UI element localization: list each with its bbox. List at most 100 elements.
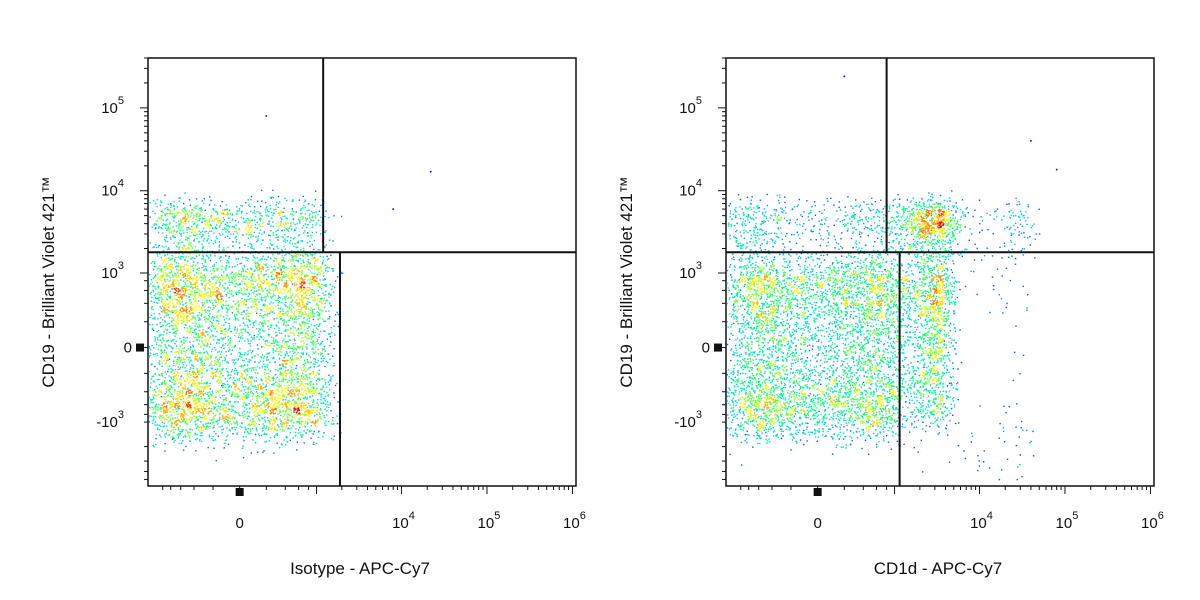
- event-dot: [290, 268, 292, 270]
- event-dot: [164, 293, 167, 295]
- event-dot: [242, 278, 244, 280]
- event-dot: [206, 381, 209, 384]
- event-dot: [279, 307, 282, 309]
- event-dot: [306, 263, 308, 266]
- event-dot: [163, 266, 166, 268]
- event-dot: [221, 414, 224, 416]
- event-dot: [293, 352, 295, 355]
- event-dot: [310, 425, 312, 427]
- event-dot: [247, 340, 250, 342]
- event-dot: [245, 369, 248, 371]
- event-dot: [160, 350, 162, 352]
- event-dot: [148, 371, 150, 373]
- event-dot: [304, 362, 306, 365]
- event-dot: [328, 333, 330, 335]
- event-dot: [300, 265, 302, 267]
- event-dot: [182, 294, 184, 296]
- event-dot: [184, 290, 187, 293]
- event-dot: [187, 400, 189, 402]
- event-dot: [248, 402, 250, 405]
- event-dot: [286, 401, 289, 403]
- event-dot: [194, 372, 196, 374]
- event-dot: [202, 394, 204, 396]
- event-dot: [159, 339, 161, 341]
- event-dot: [183, 275, 186, 278]
- event-dot: [250, 269, 252, 271]
- event-dot: [322, 401, 325, 404]
- event-dot: [241, 396, 243, 399]
- event-dot: [288, 379, 290, 382]
- event-dot: [313, 400, 315, 402]
- event-dot: [175, 347, 177, 349]
- event-dot: [314, 325, 316, 327]
- event-dot: [239, 352, 242, 354]
- event-dot: [301, 307, 303, 309]
- event-dot: [293, 415, 296, 417]
- event-dot: [209, 295, 212, 298]
- event-dot: [323, 398, 325, 400]
- event-dot: [240, 373, 243, 375]
- event-dot: [172, 304, 174, 306]
- event-dot: [254, 372, 257, 374]
- event-dot: [218, 339, 220, 341]
- event-dot: [284, 292, 287, 295]
- event-dot: [187, 270, 189, 272]
- event-dot: [268, 440, 271, 442]
- event-dot: [213, 339, 215, 341]
- event-dot: [167, 267, 169, 269]
- event-dot: [163, 278, 166, 281]
- event-dot: [291, 273, 293, 275]
- event-dot: [290, 420, 293, 422]
- event-dot: [149, 390, 151, 392]
- event-dot: [207, 411, 210, 413]
- event-dot: [323, 294, 325, 296]
- event-dot: [246, 417, 249, 420]
- event-dot: [170, 295, 172, 297]
- event-dot: [189, 330, 191, 333]
- event-dot: [173, 360, 176, 363]
- event-dot: [198, 325, 201, 327]
- event-dot: [289, 253, 291, 255]
- event-dot: [252, 292, 255, 294]
- event-dot: [267, 266, 269, 269]
- event-dot: [254, 421, 257, 423]
- event-dot: [243, 304, 245, 306]
- event-dot: [284, 298, 286, 301]
- event-dot: [197, 429, 200, 432]
- event-dot: [185, 268, 188, 271]
- event-dot: [176, 401, 178, 403]
- event-dot: [322, 385, 324, 387]
- event-dot: [298, 421, 301, 423]
- event-dot: [182, 315, 185, 317]
- event-dot: [149, 323, 151, 326]
- event-dot: [303, 402, 305, 404]
- event-dot: [258, 265, 260, 267]
- event-dot: [176, 293, 179, 295]
- event-dot: [266, 400, 268, 402]
- event-dot: [175, 305, 178, 308]
- event-dot: [156, 387, 159, 389]
- event-dot: [308, 413, 311, 415]
- event-dot: [221, 329, 223, 331]
- event-dot: [255, 376, 258, 379]
- event-dot: [254, 409, 256, 412]
- event-dot: [159, 334, 161, 336]
- event-dot: [324, 306, 326, 308]
- event-dot: [212, 392, 214, 394]
- event-dot: [260, 356, 263, 359]
- event-dot: [312, 340, 314, 343]
- event-dot: [267, 320, 269, 322]
- event-dot: [277, 272, 279, 274]
- event-dot: [225, 300, 227, 303]
- event-dot: [216, 268, 218, 270]
- event-dot: [186, 379, 188, 382]
- event-dot: [165, 285, 167, 287]
- event-dot: [314, 346, 317, 348]
- event-dot: [286, 385, 288, 387]
- event-dot: [306, 383, 308, 385]
- event-dot: [276, 343, 278, 346]
- event-dot: [163, 351, 166, 353]
- event-dot: [278, 410, 280, 412]
- event-dot: [291, 373, 293, 375]
- event-dot: [267, 276, 270, 278]
